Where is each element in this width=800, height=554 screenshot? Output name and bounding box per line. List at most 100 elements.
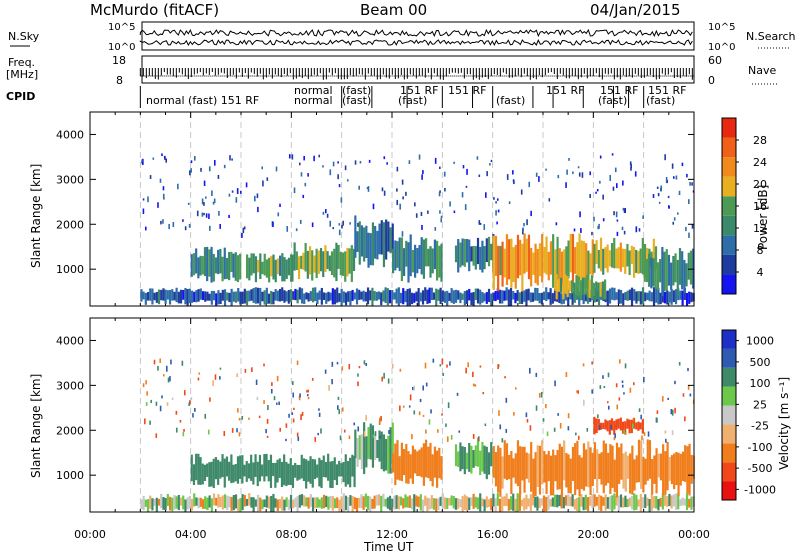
echo-speckle bbox=[623, 208, 626, 214]
echo-cell bbox=[595, 281, 598, 300]
echo-cell bbox=[637, 251, 640, 274]
echo-cell bbox=[615, 248, 618, 269]
echo-cell bbox=[342, 291, 345, 303]
power-colorbar-swatch bbox=[722, 176, 736, 197]
x-tick-label: 00:00 bbox=[678, 528, 710, 541]
echo-cell bbox=[617, 418, 620, 429]
echo-cell bbox=[655, 448, 658, 494]
echo-cell bbox=[637, 499, 640, 507]
echo-speckle bbox=[538, 176, 540, 182]
echo-speckle bbox=[163, 197, 165, 200]
echo-cell bbox=[633, 493, 636, 511]
echo-cell bbox=[263, 499, 266, 508]
velocity-colorbar-tick: -25 bbox=[751, 420, 769, 433]
echo-speckle bbox=[449, 201, 451, 207]
echo-cell bbox=[523, 290, 526, 302]
echo-cell bbox=[635, 494, 638, 510]
echo-cell bbox=[380, 431, 383, 470]
echo-speckle bbox=[523, 222, 525, 227]
echo-speckle bbox=[311, 222, 314, 228]
echo-cell bbox=[387, 221, 390, 252]
echo-speckle bbox=[155, 401, 158, 406]
echo-cell bbox=[380, 292, 383, 306]
velocity-colorbar-swatch bbox=[722, 386, 736, 406]
echo-speckle bbox=[643, 432, 646, 436]
echo-speckle bbox=[522, 227, 524, 232]
echo-cell bbox=[479, 450, 482, 476]
echo-cell bbox=[285, 291, 288, 302]
echo-speckle bbox=[219, 367, 222, 370]
echo-cell bbox=[452, 290, 455, 304]
echo-cell bbox=[619, 494, 623, 508]
echo-cell bbox=[516, 290, 519, 301]
echo-cell bbox=[569, 293, 572, 300]
echo-speckle bbox=[145, 402, 148, 406]
echo-cell bbox=[505, 287, 508, 301]
echo-speckle bbox=[513, 180, 515, 185]
echo-speckle bbox=[422, 170, 424, 175]
echo-cell bbox=[256, 494, 260, 512]
echo-cell bbox=[252, 288, 255, 303]
echo-speckle bbox=[593, 216, 595, 222]
echo-cell bbox=[215, 293, 218, 306]
echo-speckle bbox=[688, 232, 690, 238]
echo-speckle bbox=[219, 223, 221, 229]
echo-speckle bbox=[357, 426, 360, 432]
echo-cell bbox=[538, 498, 541, 508]
echo-cell bbox=[463, 447, 466, 475]
echo-speckle bbox=[439, 190, 441, 194]
echo-cell bbox=[622, 497, 625, 508]
echo-cell bbox=[459, 292, 462, 304]
echo-cell bbox=[607, 452, 610, 484]
echo-cell bbox=[416, 248, 419, 274]
echo-cell bbox=[340, 288, 343, 306]
echo-cell bbox=[655, 287, 658, 303]
echo-speckle bbox=[295, 228, 298, 232]
echo-speckle bbox=[337, 161, 339, 164]
echo-cell bbox=[630, 419, 633, 434]
echo-cell bbox=[503, 440, 506, 479]
echo-cell bbox=[367, 232, 370, 268]
cpid-text-8: (fast) bbox=[496, 94, 525, 107]
echo-cell bbox=[313, 255, 316, 273]
echo-speckle bbox=[602, 375, 604, 379]
echo-cell bbox=[404, 290, 407, 303]
echo-cell bbox=[657, 453, 660, 478]
echo-speckle bbox=[165, 365, 168, 372]
echo-speckle bbox=[273, 396, 276, 401]
echo-cell bbox=[490, 243, 493, 261]
echo-cell bbox=[626, 498, 629, 508]
echo-cell bbox=[494, 498, 497, 512]
echo-speckle bbox=[577, 435, 580, 440]
echo-cell bbox=[250, 497, 253, 508]
echo-cell bbox=[492, 235, 495, 290]
echo-speckle bbox=[164, 156, 166, 161]
echo-cell bbox=[541, 233, 544, 283]
velocity-colorbar-tick: 25 bbox=[753, 398, 767, 411]
echo-cell bbox=[575, 275, 578, 296]
echo-speckle bbox=[146, 391, 148, 396]
echo-cell bbox=[582, 241, 586, 288]
echo-cell bbox=[659, 453, 663, 481]
echo-cell bbox=[402, 498, 405, 509]
echo-cell bbox=[523, 233, 526, 274]
echo-speckle bbox=[656, 186, 659, 189]
echo-cell bbox=[391, 223, 394, 252]
echo-cell bbox=[177, 291, 180, 304]
echo-cell bbox=[597, 249, 600, 269]
echo-cell bbox=[608, 250, 611, 267]
echo-cell bbox=[577, 276, 580, 297]
echo-speckle bbox=[166, 402, 169, 406]
echo-cell bbox=[324, 245, 327, 272]
echo-cell bbox=[422, 443, 425, 486]
echo-cell bbox=[551, 293, 554, 304]
echo-speckle bbox=[194, 407, 196, 412]
echo-cell bbox=[179, 497, 183, 506]
echo-speckle bbox=[286, 226, 289, 232]
echo-cell bbox=[597, 282, 600, 299]
echo-cell bbox=[391, 422, 394, 461]
echo-cell bbox=[613, 459, 616, 493]
echo-cell bbox=[551, 497, 554, 507]
echo-cell bbox=[512, 247, 515, 283]
echo-cell bbox=[206, 497, 209, 511]
